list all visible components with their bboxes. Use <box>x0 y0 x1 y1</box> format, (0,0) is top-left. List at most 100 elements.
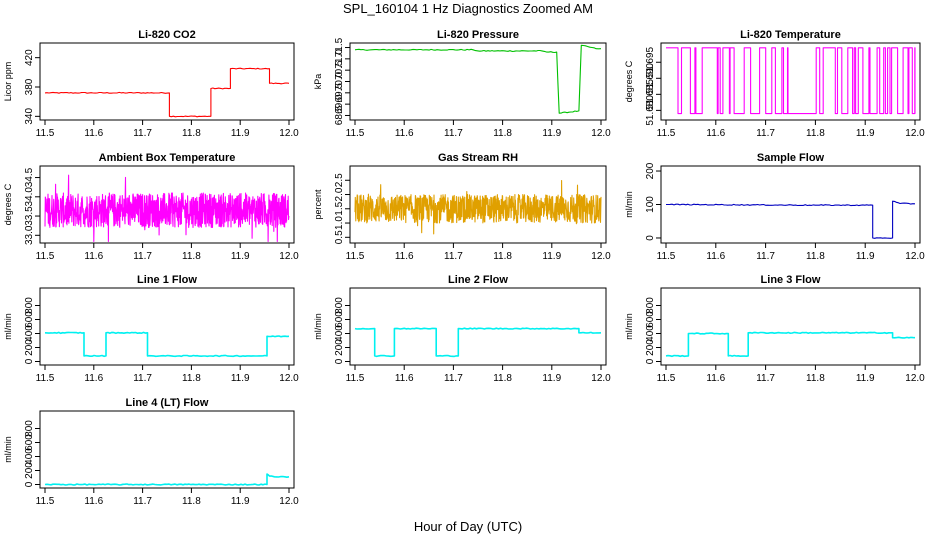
x-tick-label: 11.6 <box>706 373 725 384</box>
x-tick-label: 11.6 <box>84 496 103 507</box>
panel-4: Ambient Box Temperature 11.5 11.6 11.7 11.8 1… <box>3 152 299 262</box>
series-line <box>354 327 602 358</box>
x-tick-label: 11.5 <box>346 128 365 139</box>
plot-frame <box>39 410 295 489</box>
y-axis-label: kPa <box>313 74 323 90</box>
x-tick-label: 11.6 <box>395 128 414 139</box>
x-tick-label: 12.0 <box>279 128 299 139</box>
panel-6: Sample Flow 11.5 11.6 11.7 11.8 11.9 12.0 0 100 2… <box>624 152 925 262</box>
y-tick-label: 70.0 <box>334 71 345 91</box>
y-tick-label: 0 <box>24 358 35 364</box>
x-tick-label: 11.5 <box>657 373 676 384</box>
y-tick-label: 34.0 <box>24 187 35 207</box>
x-tick-label: 11.5 <box>657 251 676 262</box>
panel-title: Gas Stream RH <box>438 152 518 164</box>
y-tick-label: 340 <box>24 108 35 125</box>
panel-title: Line 2 Flow <box>448 274 508 286</box>
x-tick-label: 11.7 <box>444 128 463 139</box>
x-tick-label: 11.9 <box>542 251 561 262</box>
y-tick-label: 800 <box>334 297 345 314</box>
x-tick-label: 11.8 <box>806 373 825 384</box>
x-tick-label: 11.7 <box>756 373 775 384</box>
series-line <box>354 179 602 235</box>
x-tick-label: 11.5 <box>36 128 55 139</box>
y-tick-label: 34.5 <box>24 167 35 187</box>
x-tick-label: 11.8 <box>182 496 201 507</box>
y-tick-label: 420 <box>24 49 35 66</box>
x-tick-label: 11.7 <box>133 373 152 384</box>
x-tick-label: 11.8 <box>182 128 201 139</box>
panel-title: Li-820 Temperature <box>740 29 841 41</box>
plot-frame <box>660 42 921 121</box>
y-tick-label: 600 <box>24 311 35 328</box>
x-tick-label: 11.7 <box>756 128 775 139</box>
y-tick-label: 400 <box>24 325 35 342</box>
x-tick-label: 11.6 <box>84 251 103 262</box>
plot-frame <box>349 287 607 366</box>
y-tick-label: 0 <box>645 358 656 364</box>
x-tick-label: 11.8 <box>493 251 512 262</box>
x-tick-label: 11.6 <box>84 128 103 139</box>
panel-title: Sample Flow <box>757 152 825 164</box>
x-tick-label: 11.9 <box>231 373 250 384</box>
x-tick-label: 11.5 <box>657 128 676 139</box>
x-tick-label: 12.0 <box>591 128 611 139</box>
x-tick-label: 11.5 <box>36 373 55 384</box>
y-tick-label: 51.680 <box>645 95 656 126</box>
x-tick-label: 12.0 <box>279 373 299 384</box>
x-tick-label: 12.0 <box>279 496 299 507</box>
series-line <box>666 47 916 115</box>
series-line <box>44 67 290 118</box>
series-line <box>665 331 916 358</box>
panel-title: Li-820 CO2 <box>138 29 195 41</box>
y-tick-label: 51.695 <box>645 47 656 78</box>
y-axis-label: ml/min <box>624 313 634 340</box>
series-line <box>666 200 916 239</box>
x-tick-label: 11.8 <box>806 128 825 139</box>
x-tick-label: 11.9 <box>856 251 875 262</box>
y-tick-label: 69.5 <box>334 83 345 103</box>
y-tick-label: 2.0 <box>334 187 345 201</box>
panel-2: Li-820 Pressure 11.5 11.6 11.7 11.8 11.9 12.0 6… <box>313 29 611 139</box>
x-tick-label: 11.8 <box>182 251 201 262</box>
y-tick-label: 200 <box>24 462 35 479</box>
y-tick-label: 2.5 <box>334 173 345 187</box>
x-tick-label: 11.7 <box>444 251 463 262</box>
y-tick-label: 200 <box>645 339 656 356</box>
panel-title: Line 4 (LT) Flow <box>126 397 209 409</box>
y-tick-label: 600 <box>334 311 345 328</box>
x-tick-label: 11.9 <box>856 128 875 139</box>
plot-frame <box>39 165 295 244</box>
x-tick-label: 12.0 <box>591 251 611 262</box>
y-tick-label: 51.685 <box>645 79 656 110</box>
x-tick-label: 12.0 <box>279 251 299 262</box>
panel-7: Line 1 Flow 11.5 11.6 11.7 11.8 11.9 12.0 0 2004… <box>3 274 299 384</box>
y-tick-label: 200 <box>24 339 35 356</box>
y-axis-label: ml/min <box>3 436 13 463</box>
x-tick-label: 11.6 <box>706 251 725 262</box>
y-tick-label: 69.0 <box>334 94 345 114</box>
plot-frame <box>660 287 921 366</box>
y-axis-label: ml/min <box>3 313 13 340</box>
y-tick-label: 200 <box>645 162 656 179</box>
x-tick-label: 12.0 <box>905 251 925 262</box>
x-tick-label: 11.8 <box>182 373 201 384</box>
x-tick-label: 11.8 <box>493 373 512 384</box>
y-tick-label: 800 <box>645 297 656 314</box>
y-tick-label: 1.5 <box>334 201 345 215</box>
x-tick-label: 11.5 <box>346 251 365 262</box>
x-axis-label: Hour of Day (UTC) <box>414 519 522 534</box>
y-tick-label: 51.690 <box>645 63 656 94</box>
x-tick-label: 11.5 <box>346 373 365 384</box>
panel-8: Line 2 Flow 11.5 11.6 11.7 11.8 11.9 12.0 0 2004… <box>313 274 611 384</box>
x-tick-label: 11.6 <box>84 373 103 384</box>
main-title: SPL_160104 1 Hz Diagnostics Zoomed AM <box>343 1 593 16</box>
x-tick-label: 11.9 <box>542 128 561 139</box>
y-tick-label: 600 <box>645 311 656 328</box>
plot-frame <box>349 42 607 121</box>
y-tick-label: 33.0 <box>24 225 35 245</box>
y-axis-label: degrees C <box>624 60 634 102</box>
y-tick-label: 0 <box>334 358 345 364</box>
series-line <box>44 174 290 243</box>
y-tick-label: 100 <box>645 196 656 213</box>
